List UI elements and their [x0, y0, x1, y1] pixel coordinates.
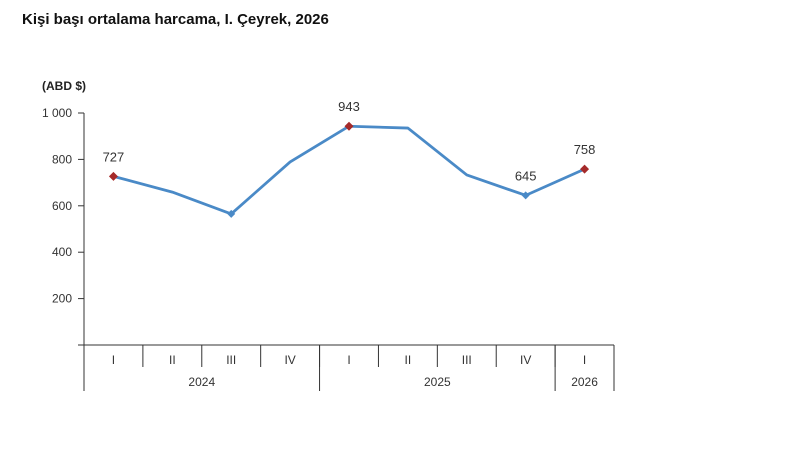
- data-point: [521, 191, 530, 200]
- x-tick-label: IV: [284, 353, 295, 367]
- x-tick-label: I: [112, 353, 115, 367]
- x-tick-label: I: [347, 353, 350, 367]
- x-tick-label: II: [169, 353, 176, 367]
- y-tick-label: 800: [52, 152, 72, 166]
- data-label: 943: [338, 99, 360, 114]
- x-tick-label: III: [226, 353, 236, 367]
- data-label: 645: [515, 168, 537, 183]
- data-point-highlight: [344, 121, 354, 131]
- data-label: 758: [574, 142, 596, 157]
- y-tick-label: 600: [52, 199, 72, 213]
- y-tick-label: 1 000: [42, 106, 72, 120]
- chart-title: Kişi başı ortalama harcama, I. Çeyrek, 2…: [22, 11, 329, 28]
- data-point-highlight: [580, 164, 590, 174]
- data-point-highlight: [108, 171, 118, 181]
- y-axis-unit-label: (ABD $): [42, 79, 86, 93]
- year-label: 2024: [188, 375, 215, 389]
- year-label: 2025: [424, 375, 451, 389]
- x-tick-label: I: [583, 353, 586, 367]
- data-label: 727: [103, 149, 125, 164]
- x-tick-label: III: [462, 353, 472, 367]
- x-tick-label: II: [405, 353, 412, 367]
- y-tick-label: 200: [52, 292, 72, 306]
- year-label: 2026: [571, 375, 598, 389]
- y-tick-label: 400: [52, 245, 72, 259]
- x-tick-label: IV: [520, 353, 531, 367]
- data-point: [227, 209, 236, 218]
